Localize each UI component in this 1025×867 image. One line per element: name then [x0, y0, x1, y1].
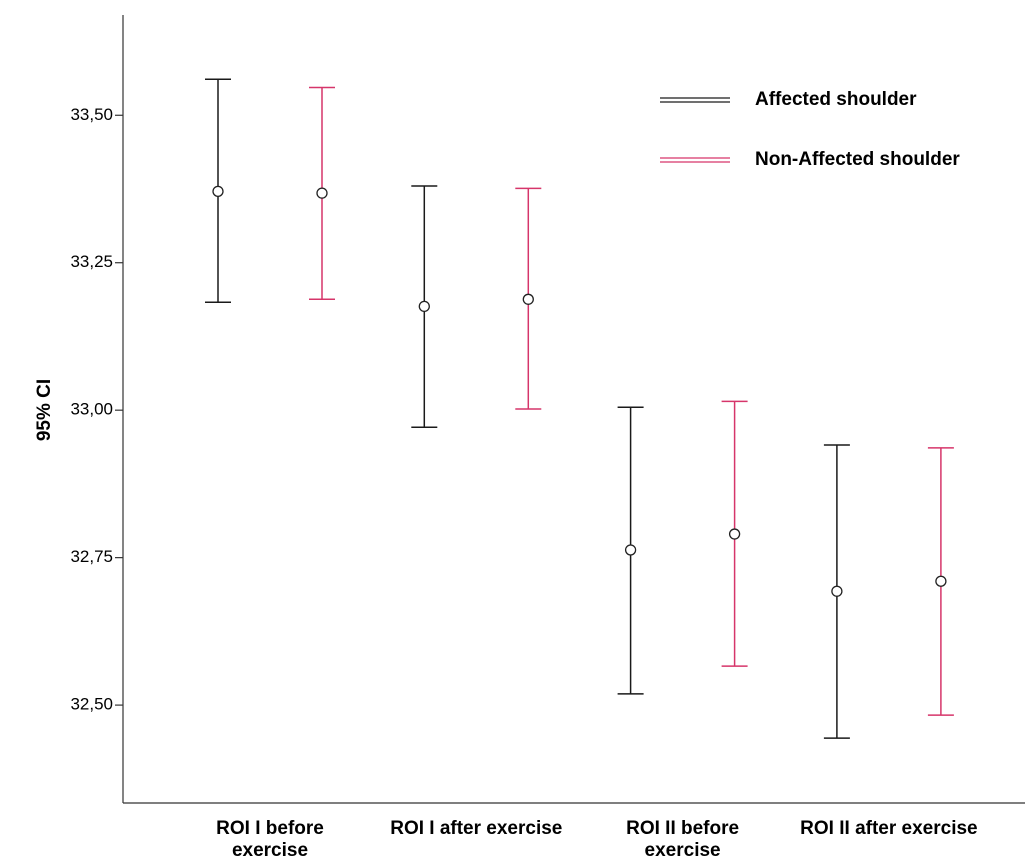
- mean-point: [831, 585, 843, 597]
- x-tick-label: ROI II after exercise: [800, 818, 978, 839]
- x-tick-label: ROI I after exercise: [390, 818, 563, 839]
- mean-point: [935, 575, 947, 587]
- mean-point: [212, 185, 224, 198]
- mean-point: [418, 300, 430, 313]
- y-tick-label: 33,50: [70, 105, 113, 124]
- x-tick-label: ROI II before exercise: [626, 818, 740, 861]
- mean-point: [624, 544, 637, 556]
- mean-point: [522, 293, 534, 305]
- y-tick-label: 32,50: [70, 695, 113, 714]
- y-tick-label: 32,75: [70, 547, 113, 566]
- legend-label: Affected shoulder: [755, 89, 917, 110]
- mean-point: [316, 187, 328, 199]
- y-axis-label: 95% CI: [34, 379, 55, 441]
- x-tick-label: ROI I before exercise: [216, 818, 324, 861]
- mean-point: [728, 528, 741, 540]
- y-tick-label: 33,00: [70, 400, 113, 419]
- y-tick-label: 33,25: [70, 252, 113, 271]
- legend-label: Non-Affected shoulder: [755, 149, 960, 170]
